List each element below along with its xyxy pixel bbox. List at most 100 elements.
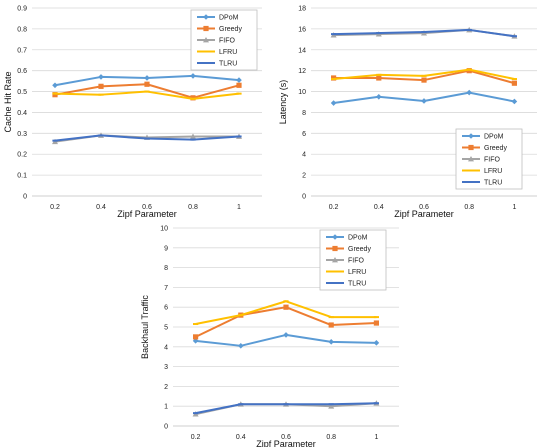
- data-point: [421, 98, 427, 104]
- x-tick-label: 1: [374, 434, 378, 441]
- legend-label: Greedy: [484, 145, 507, 152]
- data-point: [52, 92, 58, 98]
- legend-item-tlru: TLRU: [326, 281, 366, 288]
- legend-marker: [332, 257, 338, 263]
- legend-item-fifo: FIFO: [462, 156, 500, 164]
- y-tick-label: 0: [23, 194, 27, 201]
- legend-marker: [468, 156, 474, 162]
- legend-label: LFRU: [484, 168, 502, 175]
- legend-item-dpom: DPoM: [462, 133, 504, 141]
- legend-marker: [203, 37, 209, 43]
- series-tlru: [52, 134, 242, 142]
- legend-item-greedy: Greedy: [326, 245, 371, 253]
- x-tick-label: 0.2: [191, 434, 201, 441]
- cache-hit-rate-chart: 0 0.1 0.2 0.3 0.4 0.5 0.6 0.7 0.8 0.9 0.2 0.4 0.6 0.8…: [3, 6, 262, 219]
- y-tick-label: 8: [164, 265, 168, 272]
- data-point: [373, 340, 380, 346]
- legend-marker: [468, 133, 474, 139]
- legend-marker: [332, 245, 338, 252]
- data-point: [328, 322, 334, 328]
- series-tlru: [193, 402, 379, 415]
- legend-label: LFRU: [219, 49, 237, 56]
- x-tick-label: 0.4: [374, 204, 384, 211]
- data-point: [236, 77, 242, 83]
- data-point: [283, 332, 289, 338]
- y-tick-label: 6: [164, 305, 168, 312]
- series-tlru: [331, 28, 517, 38]
- legend-label: FIFO: [484, 157, 500, 164]
- legend-item-lfru: LFRU: [326, 269, 366, 276]
- legend-label: TLRU: [348, 281, 366, 288]
- series-greedy: [52, 81, 242, 101]
- legend-marker: [468, 144, 474, 151]
- y-tick-label: 0.9: [17, 6, 27, 13]
- y-tick-label: 8: [302, 110, 306, 117]
- legend-label: FIFO: [348, 258, 364, 265]
- y-tick-label: 2: [164, 384, 168, 391]
- legend-item-lfru: LFRU: [197, 49, 237, 56]
- data-point: [238, 343, 244, 349]
- data-point: [190, 133, 196, 139]
- legend-label: LFRU: [348, 269, 366, 276]
- data-point: [144, 81, 150, 87]
- y-tick-label: 16: [298, 26, 306, 33]
- y-axis-title: Cache Hit Rate: [3, 71, 13, 132]
- y-tick-label: 3: [164, 364, 168, 371]
- data-point: [52, 82, 58, 89]
- data-point: [98, 83, 104, 89]
- y-tick-label: 0.7: [17, 47, 27, 54]
- data-point: [511, 80, 517, 86]
- y-tick-label: 0.2: [17, 152, 27, 159]
- legend-label: DPoM: [484, 134, 504, 141]
- x-tick-label: 0.2: [50, 204, 60, 211]
- backhaul-traffic-chart: 0 1 2 3 4 5 6 7 8 9 10 0.2 0.4 0.6 0.8 1 Zipf Parameter B…: [140, 226, 399, 447]
- legend-item-tlru: TLRU: [462, 180, 502, 187]
- legend-item-greedy: Greedy: [462, 144, 507, 152]
- y-tick-label: 2: [302, 173, 306, 180]
- x-tick-label: 0.8: [188, 204, 198, 211]
- y-tick-label: 0.5: [17, 89, 27, 96]
- series-lfru: [193, 300, 379, 326]
- data-point: [283, 304, 289, 310]
- x-axis-title: Zipf Parameter: [117, 209, 177, 219]
- data-point: [376, 75, 382, 81]
- y-tick-label: 9: [164, 245, 168, 252]
- legend-marker: [203, 25, 209, 32]
- y-tick-label: 4: [164, 344, 168, 351]
- x-tick-label: 0.6: [419, 204, 429, 211]
- legend-item-fifo: FIFO: [197, 37, 235, 45]
- data-point: [466, 68, 472, 74]
- data-point: [421, 77, 427, 83]
- y-tick-label: 0.6: [17, 68, 27, 75]
- legend: DPoM Greedy FIFO LFRU TLRU: [455, 128, 523, 190]
- series-dpom: [52, 73, 242, 89]
- y-tick-label: 0: [164, 424, 168, 431]
- latency-chart: 0 2 4 6 8 10 12 14 16 18 0.2 0.4 0.6 0.8 1 Zipf Paramet…: [278, 6, 537, 219]
- data-point: [373, 320, 379, 326]
- series-greedy: [331, 68, 517, 86]
- y-tick-label: 0.1: [17, 173, 27, 180]
- data-point: [98, 74, 104, 80]
- data-point: [466, 89, 472, 96]
- data-point: [328, 403, 335, 409]
- legend-marker: [203, 14, 209, 20]
- legend-marker: [332, 234, 338, 240]
- legend-item-dpom: DPoM: [326, 234, 368, 242]
- data-point: [331, 75, 337, 81]
- y-axis-title: Latency (s): [278, 80, 288, 125]
- x-tick-label: 0.4: [236, 434, 246, 441]
- y-axis-title: Backhaul Traffic: [140, 295, 150, 359]
- data-point: [376, 93, 382, 100]
- y-tick-label: 7: [164, 285, 168, 292]
- legend-label: TLRU: [219, 61, 237, 68]
- legend-label: Greedy: [348, 246, 371, 253]
- y-tick-label: 1: [164, 404, 168, 411]
- legend-label: FIFO: [219, 38, 235, 45]
- legend-item-dpom: DPoM: [197, 14, 239, 22]
- x-tick-label: 0.8: [326, 434, 336, 441]
- y-tick-label: 10: [298, 89, 306, 96]
- y-tick-label: 0: [302, 194, 306, 201]
- series-dpom: [192, 332, 380, 349]
- x-tick-label: 0.2: [329, 204, 339, 211]
- data-point: [330, 100, 337, 106]
